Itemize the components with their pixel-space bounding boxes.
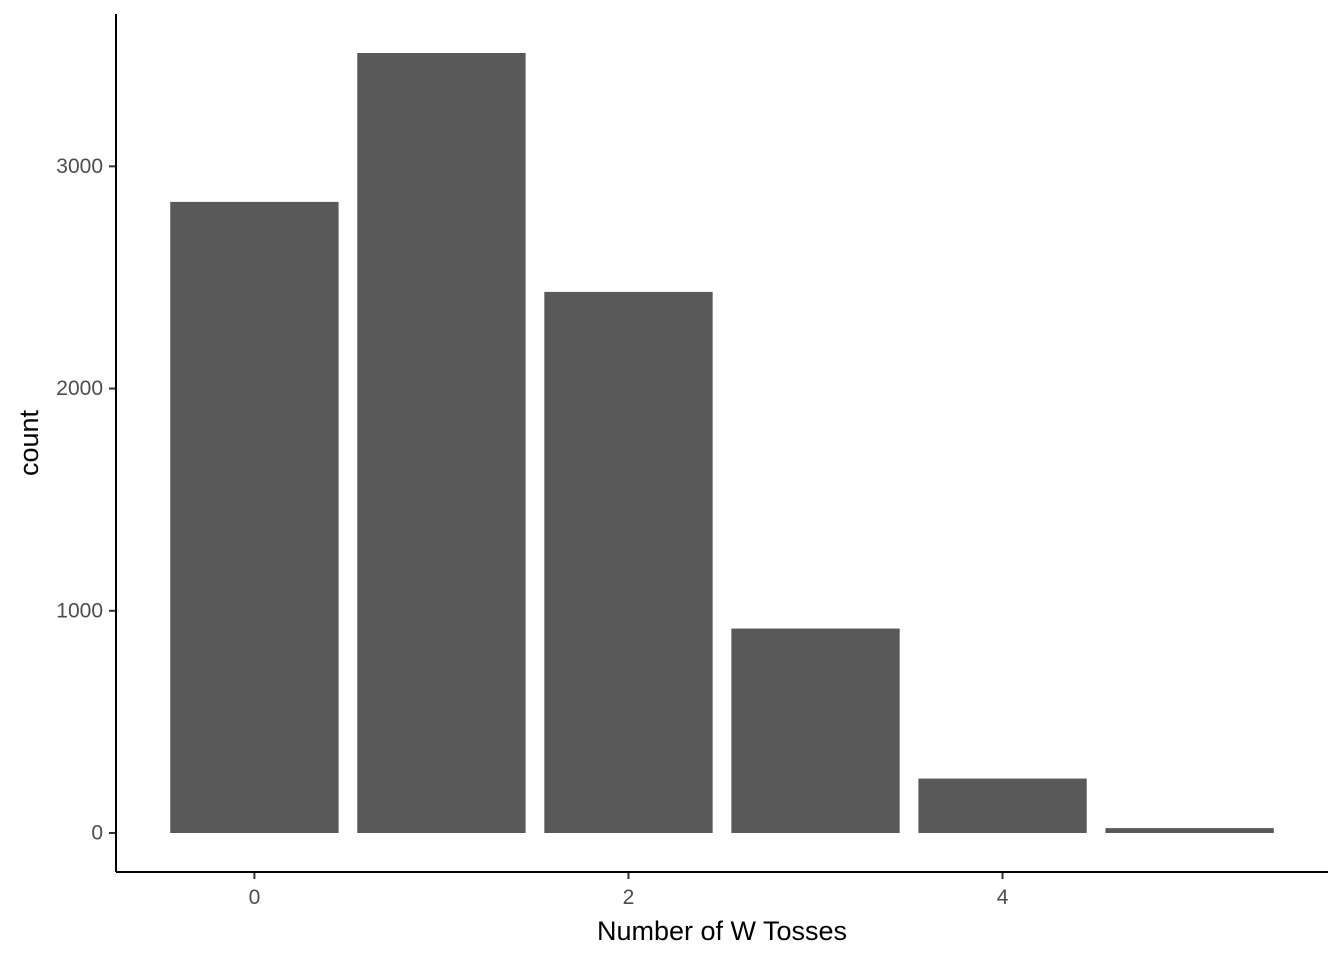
bar-4 [918,778,1087,833]
bar-3 [731,628,900,833]
y-axis-title: count [14,409,44,476]
bars-group [170,53,1274,833]
bar-0 [170,201,339,833]
y-tick-label: 2000 [56,377,103,400]
bar-5 [1105,828,1274,833]
y-axis-ticks: 0 1000 2000 3000 [56,155,116,845]
y-tick-label: 0 [91,822,103,845]
bar-2 [544,291,713,833]
x-tick-label: 4 [997,886,1009,909]
x-axis-title: Number of W Tosses [597,916,847,946]
x-tick-label: 0 [249,886,261,909]
y-tick-label: 1000 [56,599,103,622]
x-tick-label: 2 [623,886,635,909]
bar-1 [357,53,526,833]
y-tick-label: 3000 [56,155,103,178]
x-axis-ticks: 0 2 4 [249,872,1009,909]
